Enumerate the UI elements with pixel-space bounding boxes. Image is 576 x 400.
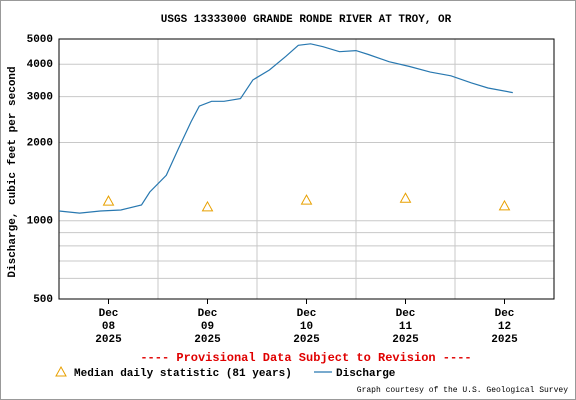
median-marker [498, 199, 511, 211]
x-tick-label: 2025 [392, 334, 419, 346]
x-tick-label: 12 [498, 321, 511, 333]
discharge-line [58, 43, 513, 214]
y-tick-label: 3000 [27, 92, 53, 104]
x-tick-label: Dec [297, 308, 317, 320]
x-tick-label: 2025 [95, 334, 122, 346]
legend-label: Discharge [336, 368, 396, 380]
x-tick-label: Dec [495, 308, 515, 320]
y-tick-label: 2000 [27, 137, 53, 149]
legend-symbol [55, 365, 67, 377]
x-tick-label: 2025 [491, 334, 518, 346]
median-marker [102, 195, 115, 206]
credit: Graph courtesy of the U.S. Geological Su… [357, 386, 568, 395]
median-marker [300, 194, 313, 205]
legend-label: Median daily statistic (81 years) [74, 368, 292, 380]
y-tick-label: 5000 [27, 34, 53, 46]
x-tick-label: 10 [300, 321, 313, 333]
y-tick-label: 4000 [27, 59, 53, 71]
x-tick-label: 09 [201, 321, 214, 333]
median-marker [201, 200, 214, 212]
plot-frame [58, 38, 555, 300]
chart-title: USGS 13333000 GRANDE RONDE RIVER AT TROY… [161, 14, 452, 26]
x-tick-label: 2025 [293, 334, 320, 346]
y-tick-label: 1000 [27, 216, 53, 228]
x-tick-label: 08 [102, 321, 116, 333]
x-tick-label: Dec [198, 308, 218, 320]
y-tick-label: 500 [33, 294, 53, 306]
x-tick-label: 2025 [194, 334, 221, 346]
x-tick-label: Dec [99, 308, 119, 320]
median-marker [399, 192, 412, 203]
x-tick-label: Dec [396, 308, 416, 320]
y-axis-label: Discharge, cubic feet per second [7, 66, 19, 277]
annotation: ---- Provisional Data Subject to Revisio… [140, 351, 471, 365]
x-tick-label: 11 [399, 321, 413, 333]
